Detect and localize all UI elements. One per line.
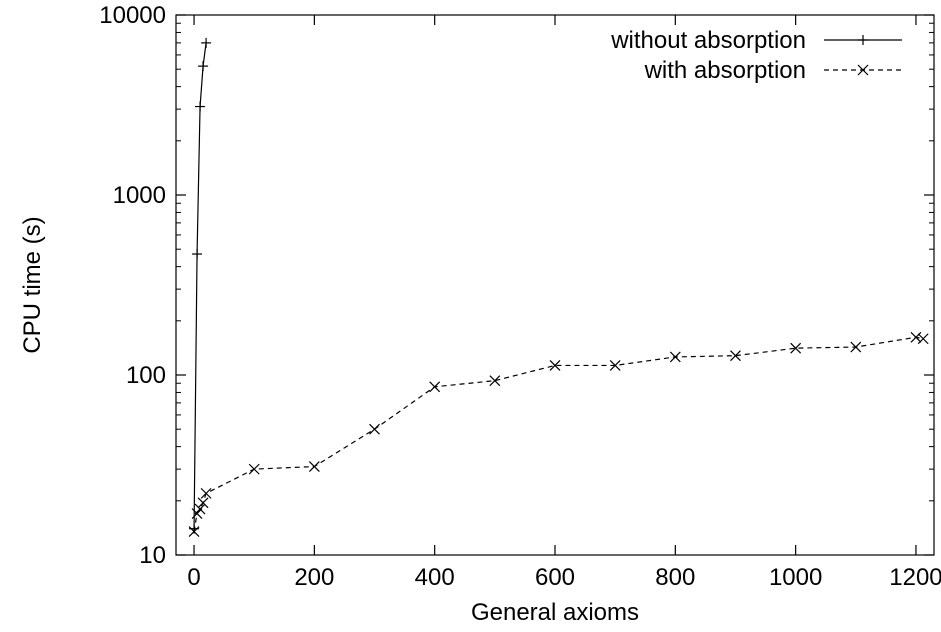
series-line-with-absorption [193,336,924,532]
x-tick-label: 200 [294,564,334,591]
marker-stroke [197,497,209,509]
data-point-with-absorption [200,487,212,499]
marker-stroke [857,64,869,76]
y-axis-label: CPU time (s) [19,216,46,353]
marker-stroke [429,381,441,393]
marker-stroke [200,487,212,499]
marker-stroke [730,350,741,362]
legend-label-with-absorption: with absorption [644,57,806,84]
plot-frame [175,14,935,556]
data-point-with-absorption [669,351,681,363]
data-point-with-absorption [609,360,621,371]
data-point-with-absorption [917,333,929,345]
marker-stroke [549,360,561,371]
data-point-with-absorption [308,461,320,472]
data-point-with-absorption [850,341,862,353]
legend-label-without-absorption: without absorption [610,27,806,54]
y-tick-label: 10 [139,542,166,569]
x-tick-label: 800 [655,564,695,591]
data-point-with-absorption [248,463,260,475]
legend-marker-with-absorption [857,64,869,76]
legend-marker-without-absorption [858,35,868,45]
data-point-with-absorption [194,503,206,515]
x-tick-label: 600 [535,564,575,591]
marker-stroke [188,526,200,537]
data-point-with-absorption [197,497,209,509]
data-point-with-absorption [188,526,200,537]
data-point-with-absorption [369,423,380,435]
data-point-without-absorption [195,101,206,112]
data-point-with-absorption [429,381,441,393]
series-layer [188,37,929,537]
data-point-with-absorption [910,331,922,343]
y-tick-label: 1000 [113,182,166,209]
data-point-without-absorption [192,249,203,260]
series-line-without-absorption [193,42,207,529]
marker-stroke [790,342,802,354]
y-tick-label: 100 [126,362,166,389]
x-axis-label: General axioms [471,599,639,626]
x-tick-label: 1200 [889,564,941,591]
data-point-with-absorption [489,375,501,387]
data-point-without-absorption [198,61,209,72]
y-tick-label: 10000 [99,2,166,29]
marker-stroke [194,503,206,515]
marker-stroke [609,360,621,371]
data-point-with-absorption [730,350,741,362]
marker-stroke [369,423,380,435]
x-tick-label: 0 [187,564,200,591]
data-point-with-absorption [790,342,802,354]
data-point-without-absorption [201,37,212,48]
marker-stroke [917,333,929,345]
marker-stroke [669,351,681,363]
marker-stroke [308,461,320,472]
marker-stroke [489,375,501,387]
legend: without absorption with absorption [610,27,902,84]
marker-stroke [248,463,260,475]
marker-stroke [850,341,862,353]
x-tick-label: 1000 [769,564,822,591]
data-point-with-absorption [549,360,561,371]
marker-stroke [910,331,922,343]
axis-ticks: 0 200 400 600 800 1000 1200 10 100 1000 10000 [99,2,941,591]
x-tick-label: 400 [415,564,455,591]
